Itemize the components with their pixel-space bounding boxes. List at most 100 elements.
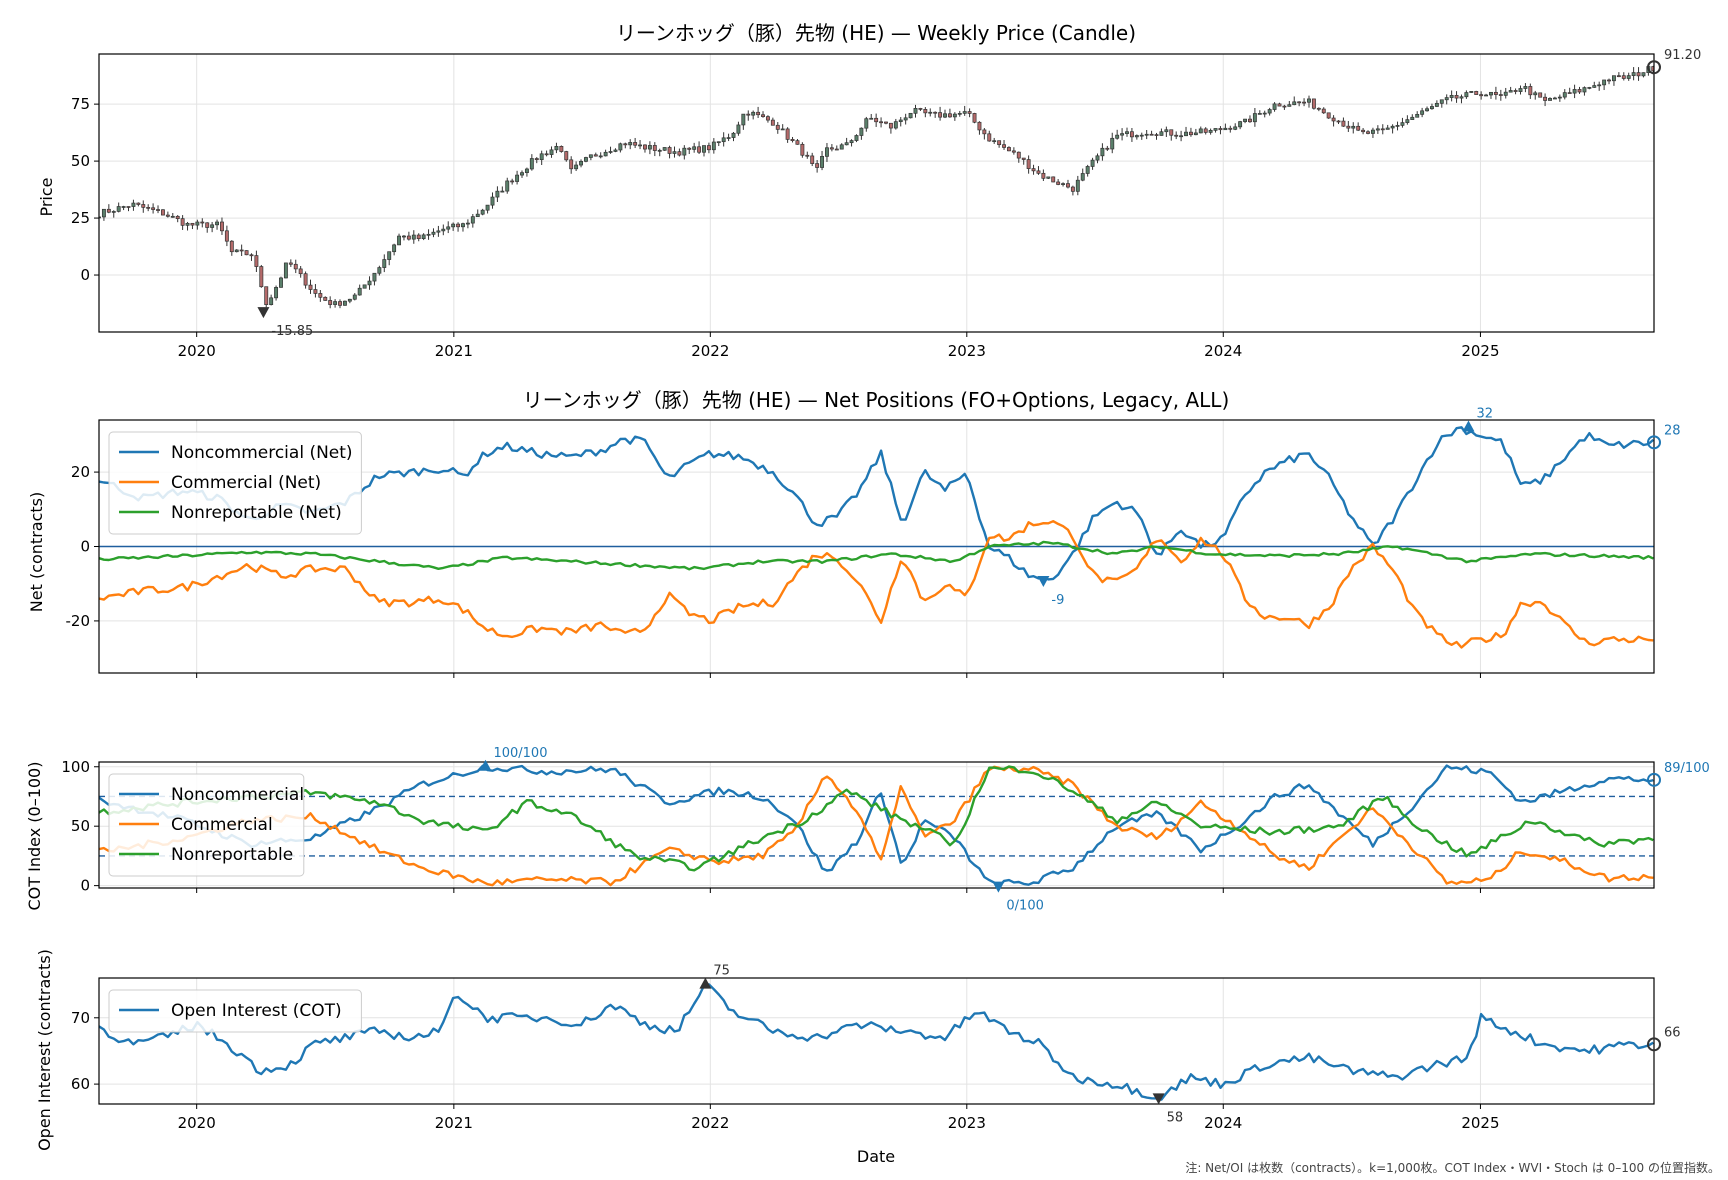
candle-body-136 — [765, 116, 770, 121]
candle-body-235 — [1252, 113, 1257, 123]
candle-body-267 — [1410, 116, 1415, 120]
candle-body-84 — [510, 180, 515, 183]
candle-body-221 — [1184, 131, 1188, 137]
candle-body-291 — [1528, 86, 1533, 96]
candle-body-191 — [1036, 170, 1041, 174]
candle-body-105 — [613, 149, 618, 152]
annotation-label-1: 0/100 — [1006, 899, 1043, 914]
candle-body-156 — [864, 118, 869, 129]
candle-body-216 — [1159, 131, 1164, 136]
price-chart-title: リーンホッグ（豚）先物 (HE) — Weekly Price (Candle) — [616, 21, 1136, 45]
annotation-label-0: 100/100 — [493, 746, 547, 761]
candle-body-163 — [898, 119, 903, 123]
candle-body-314 — [1641, 72, 1646, 77]
candle-body-305 — [1597, 84, 1602, 87]
net-y-label: Net (contracts) — [27, 492, 46, 612]
candle-body-132 — [746, 113, 751, 116]
candle-body-82 — [500, 190, 505, 193]
annotation-label-1: 58 — [1167, 1110, 1184, 1125]
candle-body-27 — [229, 240, 234, 253]
candle-body-14 — [165, 214, 170, 217]
xtick-label-2: 2022 — [691, 1114, 729, 1132]
candle-body-109 — [633, 142, 638, 146]
candle-body-162 — [893, 121, 898, 129]
legend-2: Noncommercial Commercial Nonreportable — [108, 773, 305, 877]
candle-body-209 — [1125, 131, 1129, 134]
candle-body-211 — [1134, 135, 1139, 138]
candle-body-144 — [805, 154, 810, 157]
candle-body-245 — [1302, 101, 1307, 104]
candle-body-3 — [111, 211, 116, 213]
candle-body-98 — [579, 161, 583, 166]
candle-body-176 — [962, 111, 967, 114]
candle-body-224 — [1198, 128, 1203, 134]
xtick-label-0: 2020 — [178, 342, 216, 360]
candle-body-255 — [1351, 125, 1356, 129]
candle-body-133 — [751, 111, 756, 116]
candle-body-222 — [1188, 131, 1193, 136]
candle-body-244 — [1297, 101, 1302, 104]
candle-body-129 — [731, 132, 736, 138]
candle-body-11 — [151, 207, 156, 210]
candle-body-171 — [938, 112, 943, 118]
candle-body-155 — [859, 127, 864, 136]
axes-frame-2 — [98, 761, 1655, 889]
candle-body-81 — [495, 190, 500, 198]
candle-body-9 — [141, 204, 146, 208]
candle-body-310 — [1621, 75, 1626, 79]
candle-body-20 — [195, 221, 200, 226]
candle-body-157 — [869, 117, 874, 120]
candle-body-91 — [544, 153, 549, 156]
candle-body-29 — [239, 249, 244, 252]
candle-body-72 — [451, 223, 456, 228]
candle-body-200 — [1080, 173, 1085, 181]
plot-area-0 — [99, 63, 1654, 309]
candle-body-83 — [505, 180, 510, 192]
candle-body-37 — [279, 277, 283, 288]
ytick-label-0: 0 — [80, 266, 90, 284]
candle-body-180 — [982, 129, 987, 135]
candle-body-195 — [1056, 181, 1061, 185]
candle-body-13 — [160, 209, 165, 216]
candle-body-128 — [726, 137, 731, 139]
candle-body-145 — [810, 155, 815, 164]
candle-body-266 — [1405, 119, 1410, 123]
candle-body-68 — [431, 231, 436, 235]
candle-body-303 — [1587, 87, 1592, 89]
candle-body-55 — [367, 280, 372, 286]
candle-body-141 — [790, 139, 795, 142]
xtick-label-5: 2025 — [1461, 342, 1499, 360]
footnote: 注: Net/OI は枚数（contracts）。k=1,000枚。COT In… — [1185, 1160, 1720, 1175]
candle-body-175 — [957, 112, 962, 115]
candle-body-130 — [736, 124, 741, 134]
axes-frame-3 — [98, 977, 1655, 1105]
candle-body-169 — [928, 111, 933, 114]
candle-body-111 — [643, 144, 647, 150]
candle-body-147 — [820, 156, 824, 168]
candle-body-31 — [249, 254, 254, 257]
candle-body-52 — [352, 294, 357, 300]
annotation-label-1: 91.20 — [1664, 48, 1701, 63]
legend-box — [108, 431, 362, 535]
candle-body-103 — [603, 151, 608, 157]
candle-body-242 — [1287, 104, 1292, 107]
panel-0: 0 25 50 75 2020 2021 2022 2023 2024 2025 -15.85 91.… — [71, 48, 1701, 360]
candle-body-233 — [1243, 118, 1247, 122]
candle-body-33 — [259, 266, 264, 288]
candle-body-203 — [1095, 155, 1100, 161]
candle-body-78 — [480, 209, 485, 215]
candle-body-251 — [1331, 117, 1336, 122]
candle-body-271 — [1430, 106, 1434, 110]
candle-body-86 — [520, 172, 524, 176]
candle-body-76 — [470, 216, 475, 224]
candle-body-152 — [844, 142, 849, 146]
candle-body-125 — [711, 141, 716, 151]
candle-body-294 — [1543, 96, 1548, 101]
candle-body-300 — [1572, 89, 1577, 94]
candle-body-120 — [687, 147, 692, 150]
candle-body-182 — [992, 140, 997, 143]
candle-body-80 — [490, 196, 495, 206]
candle-body-312 — [1631, 72, 1636, 76]
ytick-label-1: 50 — [71, 817, 90, 835]
candle-body-40 — [293, 263, 298, 270]
